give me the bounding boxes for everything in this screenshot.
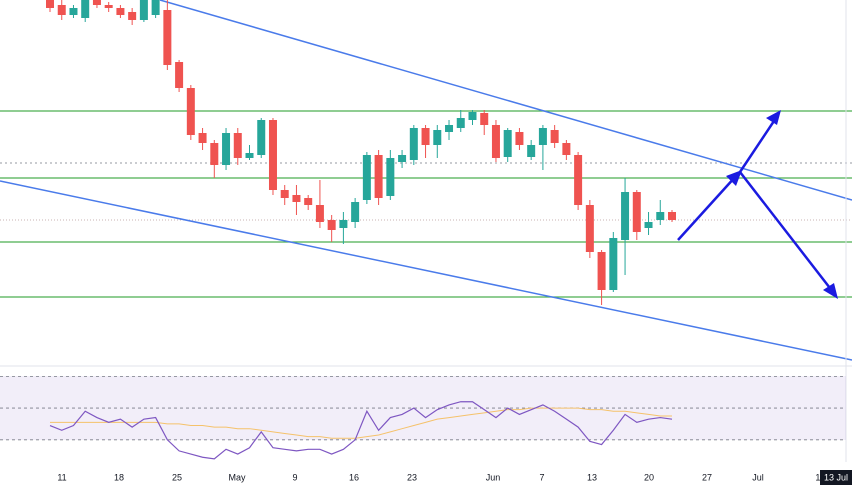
candle-body	[104, 5, 113, 8]
crosshair-label-box	[820, 470, 852, 485]
candle-body	[198, 133, 207, 143]
candle-body	[222, 133, 231, 165]
x-tick-label: 11	[57, 472, 66, 482]
candle-body	[632, 192, 641, 232]
candle-body	[57, 5, 66, 15]
candle-body	[151, 0, 160, 15]
x-tick-label: 13	[587, 472, 597, 482]
candle-body	[268, 120, 277, 190]
candles	[46, 0, 676, 305]
x-tick-label: 9	[292, 472, 297, 482]
candle-body	[351, 202, 360, 222]
rsi-ma-line	[50, 407, 672, 439]
rsi-pane	[0, 375, 846, 460]
candle-body	[433, 130, 442, 145]
x-tick-label: 18	[114, 472, 124, 482]
candle-body	[386, 158, 395, 196]
x-tick-label: 23	[407, 472, 417, 482]
candle-body	[139, 0, 148, 20]
candle-body	[362, 155, 371, 200]
candle-body	[527, 145, 536, 157]
candle-body	[116, 8, 125, 15]
candle-body	[175, 62, 184, 88]
candle-body	[327, 220, 336, 230]
x-tick-label: 7	[539, 472, 544, 482]
crosshair-date: 13 Jul	[824, 472, 848, 482]
candle-body	[304, 198, 313, 205]
candle-body	[257, 120, 266, 155]
candle-body	[585, 205, 594, 252]
candle-body	[128, 12, 137, 20]
x-tick-label: May	[228, 472, 246, 482]
candle-body	[81, 0, 90, 18]
candle-body	[609, 238, 618, 290]
candle-body	[656, 212, 665, 220]
candle-body	[409, 128, 418, 160]
candle-body	[315, 205, 324, 222]
candle-body	[163, 10, 172, 65]
candle-body	[621, 192, 630, 240]
candle-body	[46, 0, 54, 8]
arrows	[677, 110, 838, 299]
x-tick-label: Jul	[752, 472, 764, 482]
candle-body	[69, 8, 78, 15]
candle-body	[468, 112, 477, 120]
candle-body	[233, 133, 242, 158]
candle-body	[456, 118, 465, 128]
candle-body	[515, 132, 524, 145]
rsi-line	[49, 401, 673, 460]
candle-body	[550, 130, 559, 143]
candle-body	[562, 143, 571, 155]
candle-body	[92, 0, 101, 5]
candle-body	[538, 128, 547, 145]
candle-body	[374, 155, 383, 198]
candle-body	[480, 113, 489, 125]
x-tick-label: 20	[644, 472, 654, 482]
candle-body	[280, 190, 289, 198]
candle-body	[339, 220, 348, 228]
candle-body	[644, 222, 653, 228]
x-tick-label: 16	[349, 472, 359, 482]
candle-body	[574, 155, 583, 205]
candle-body	[186, 88, 195, 135]
candle-body	[597, 252, 606, 290]
candle-body	[210, 143, 219, 165]
x-tick-label: 25	[172, 472, 182, 482]
candle-body	[445, 125, 454, 132]
drawings	[0, 0, 852, 462]
candle-body	[245, 153, 254, 158]
candle-body	[668, 212, 676, 220]
x-tick-label: Jun	[486, 472, 501, 482]
candle-body	[292, 195, 301, 202]
candle-body	[398, 155, 407, 162]
x-axis: 111825May91623Jun7132027Jul1113 Jul	[57, 470, 852, 485]
candle-body	[503, 130, 512, 157]
candle-body	[421, 128, 430, 145]
x-tick-label: 27	[702, 472, 712, 482]
candle-body	[491, 125, 500, 158]
